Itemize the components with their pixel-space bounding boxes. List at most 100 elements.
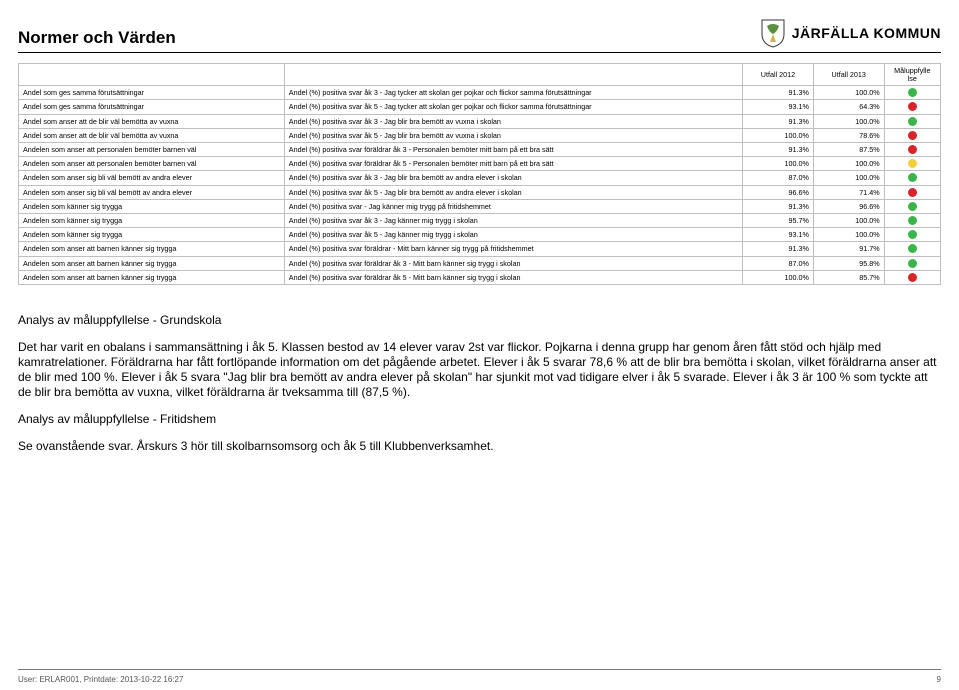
value-2013: 100.0%	[813, 213, 884, 227]
value-2013: 91.7%	[813, 242, 884, 256]
indicator-name: Andelen som anser att personalen bemöter…	[19, 157, 285, 171]
value-2013: 78.6%	[813, 128, 884, 142]
status-dot-icon	[908, 188, 917, 197]
table-row: Andelen som anser att barnen känner sig …	[19, 256, 941, 270]
value-2013: 100.0%	[813, 86, 884, 100]
indicator-name: Andelen som känner sig trygga	[19, 213, 285, 227]
status-cell	[884, 114, 940, 128]
value-2012: 100.0%	[743, 270, 814, 284]
value-2012: 91.3%	[743, 142, 814, 156]
status-cell	[884, 228, 940, 242]
indicator-description: Andel (%) positiva svar åk 5 - Jag känne…	[284, 228, 742, 242]
indicator-name: Andel som ges samma förutsättningar	[19, 86, 285, 100]
value-2012: 93.1%	[743, 228, 814, 242]
value-2012: 100.0%	[743, 128, 814, 142]
indicator-name: Andelen som anser att barnen känner sig …	[19, 256, 285, 270]
value-2013: 87.5%	[813, 142, 884, 156]
value-2012: 100.0%	[743, 157, 814, 171]
indicator-description: Andel (%) positiva svar åk 3 - Jag känne…	[284, 213, 742, 227]
value-2012: 95.7%	[743, 213, 814, 227]
status-dot-icon	[908, 259, 917, 268]
table-row: Andelen som anser sig bli väl bemött av …	[19, 171, 941, 185]
shield-icon	[760, 18, 786, 48]
indicator-name: Andel som anser att de blir väl bemötta …	[19, 114, 285, 128]
table-row: Andelen som anser att personalen bemöter…	[19, 157, 941, 171]
status-dot-icon	[908, 102, 917, 111]
indicator-description: Andel (%) positiva svar åk 3 - Jag tycke…	[284, 86, 742, 100]
value-2012: 91.3%	[743, 86, 814, 100]
status-cell	[884, 256, 940, 270]
indicator-name: Andel som anser att de blir väl bemötta …	[19, 128, 285, 142]
value-2012: 93.1%	[743, 100, 814, 114]
status-dot-icon	[908, 145, 917, 154]
status-cell	[884, 128, 940, 142]
table-row: Andelen som anser sig bli väl bemött av …	[19, 185, 941, 199]
value-2013: 64.3%	[813, 100, 884, 114]
indicator-name: Andelen som anser att personalen bemöter…	[19, 142, 285, 156]
indicator-description: Andel (%) positiva svar föräldrar åk 5 -…	[284, 270, 742, 284]
status-cell	[884, 270, 940, 284]
indicator-description: Andel (%) positiva svar föräldrar åk 3 -…	[284, 256, 742, 270]
value-2012: 91.3%	[743, 242, 814, 256]
analysis-heading-fritidshem: Analys av måluppfyllelse - Fritidshem	[18, 412, 941, 427]
status-dot-icon	[908, 202, 917, 211]
analysis-section: Analys av måluppfyllelse - Grundskola De…	[18, 313, 941, 454]
value-2013: 100.0%	[813, 228, 884, 242]
page-title: Normer och Värden	[18, 28, 176, 48]
status-cell	[884, 157, 940, 171]
indicator-description: Andel (%) positiva svar föräldrar åk 5 -…	[284, 157, 742, 171]
indicator-description: Andel (%) positiva svar åk 5 - Jag tycke…	[284, 100, 742, 114]
table-row: Andelen som känner sig tryggaAndel (%) p…	[19, 199, 941, 213]
indicator-description: Andel (%) positiva svar - Jag känner mig…	[284, 199, 742, 213]
status-cell	[884, 86, 940, 100]
value-2013: 85.7%	[813, 270, 884, 284]
indicator-description: Andel (%) positiva svar åk 3 - Jag blir …	[284, 171, 742, 185]
table-row: Andel som anser att de blir väl bemötta …	[19, 128, 941, 142]
indicator-name: Andelen som anser att barnen känner sig …	[19, 270, 285, 284]
table-row: Andelen som känner sig tryggaAndel (%) p…	[19, 228, 941, 242]
status-dot-icon	[908, 173, 917, 182]
status-dot-icon	[908, 273, 917, 282]
indicator-name: Andelen som anser sig bli väl bemött av …	[19, 171, 285, 185]
value-2012: 91.3%	[743, 199, 814, 213]
title-block: Normer och Värden	[18, 28, 176, 50]
table-row: Andelen som anser att personalen bemöter…	[19, 142, 941, 156]
status-dot-icon	[908, 159, 917, 168]
value-2012: 87.0%	[743, 171, 814, 185]
value-2012: 96.6%	[743, 185, 814, 199]
status-dot-icon	[908, 216, 917, 225]
status-dot-icon	[908, 131, 917, 140]
indicator-description: Andel (%) positiva svar åk 3 - Jag blir …	[284, 114, 742, 128]
indicator-description: Andel (%) positiva svar åk 5 - Jag blir …	[284, 128, 742, 142]
status-cell	[884, 242, 940, 256]
col-utfall-2012: Utfall 2012	[743, 64, 814, 86]
report-page: Normer och Värden JÄRFÄLLA KOMMUN Utfall…	[0, 0, 959, 690]
col-blank-2	[284, 64, 742, 86]
municipality-logo: JÄRFÄLLA KOMMUN	[760, 18, 941, 48]
value-2012: 87.0%	[743, 256, 814, 270]
logo-text: JÄRFÄLLA KOMMUN	[792, 25, 941, 41]
col-maluppfyllelse: Måluppfyllelse	[884, 64, 940, 86]
indicator-description: Andel (%) positiva svar föräldrar åk 3 -…	[284, 142, 742, 156]
footer-printinfo: User: ERLAR001, Printdate: 2013-10-22 16…	[18, 675, 183, 684]
indicator-description: Andel (%) positiva svar föräldrar - Mitt…	[284, 242, 742, 256]
value-2012: 91.3%	[743, 114, 814, 128]
value-2013: 95.8%	[813, 256, 884, 270]
indicator-name: Andelen som känner sig trygga	[19, 228, 285, 242]
value-2013: 96.6%	[813, 199, 884, 213]
indicator-description: Andel (%) positiva svar åk 5 - Jag blir …	[284, 185, 742, 199]
status-dot-icon	[908, 117, 917, 126]
table-row: Andelen som anser att barnen känner sig …	[19, 270, 941, 284]
indicators-table: Utfall 2012 Utfall 2013 Måluppfyllelse A…	[18, 63, 941, 285]
status-dot-icon	[908, 88, 917, 97]
indicator-name: Andelen som anser sig bli väl bemött av …	[19, 185, 285, 199]
indicator-name: Andelen som anser att barnen känner sig …	[19, 242, 285, 256]
table-body: Andel som ges samma förutsättningarAndel…	[19, 86, 941, 285]
table-row: Andelen som anser att barnen känner sig …	[19, 242, 941, 256]
indicator-name: Andel som ges samma förutsättningar	[19, 100, 285, 114]
status-cell	[884, 213, 940, 227]
page-header: Normer och Värden JÄRFÄLLA KOMMUN	[18, 28, 941, 50]
status-cell	[884, 142, 940, 156]
table-row: Andelen som känner sig tryggaAndel (%) p…	[19, 213, 941, 227]
value-2013: 71.4%	[813, 185, 884, 199]
